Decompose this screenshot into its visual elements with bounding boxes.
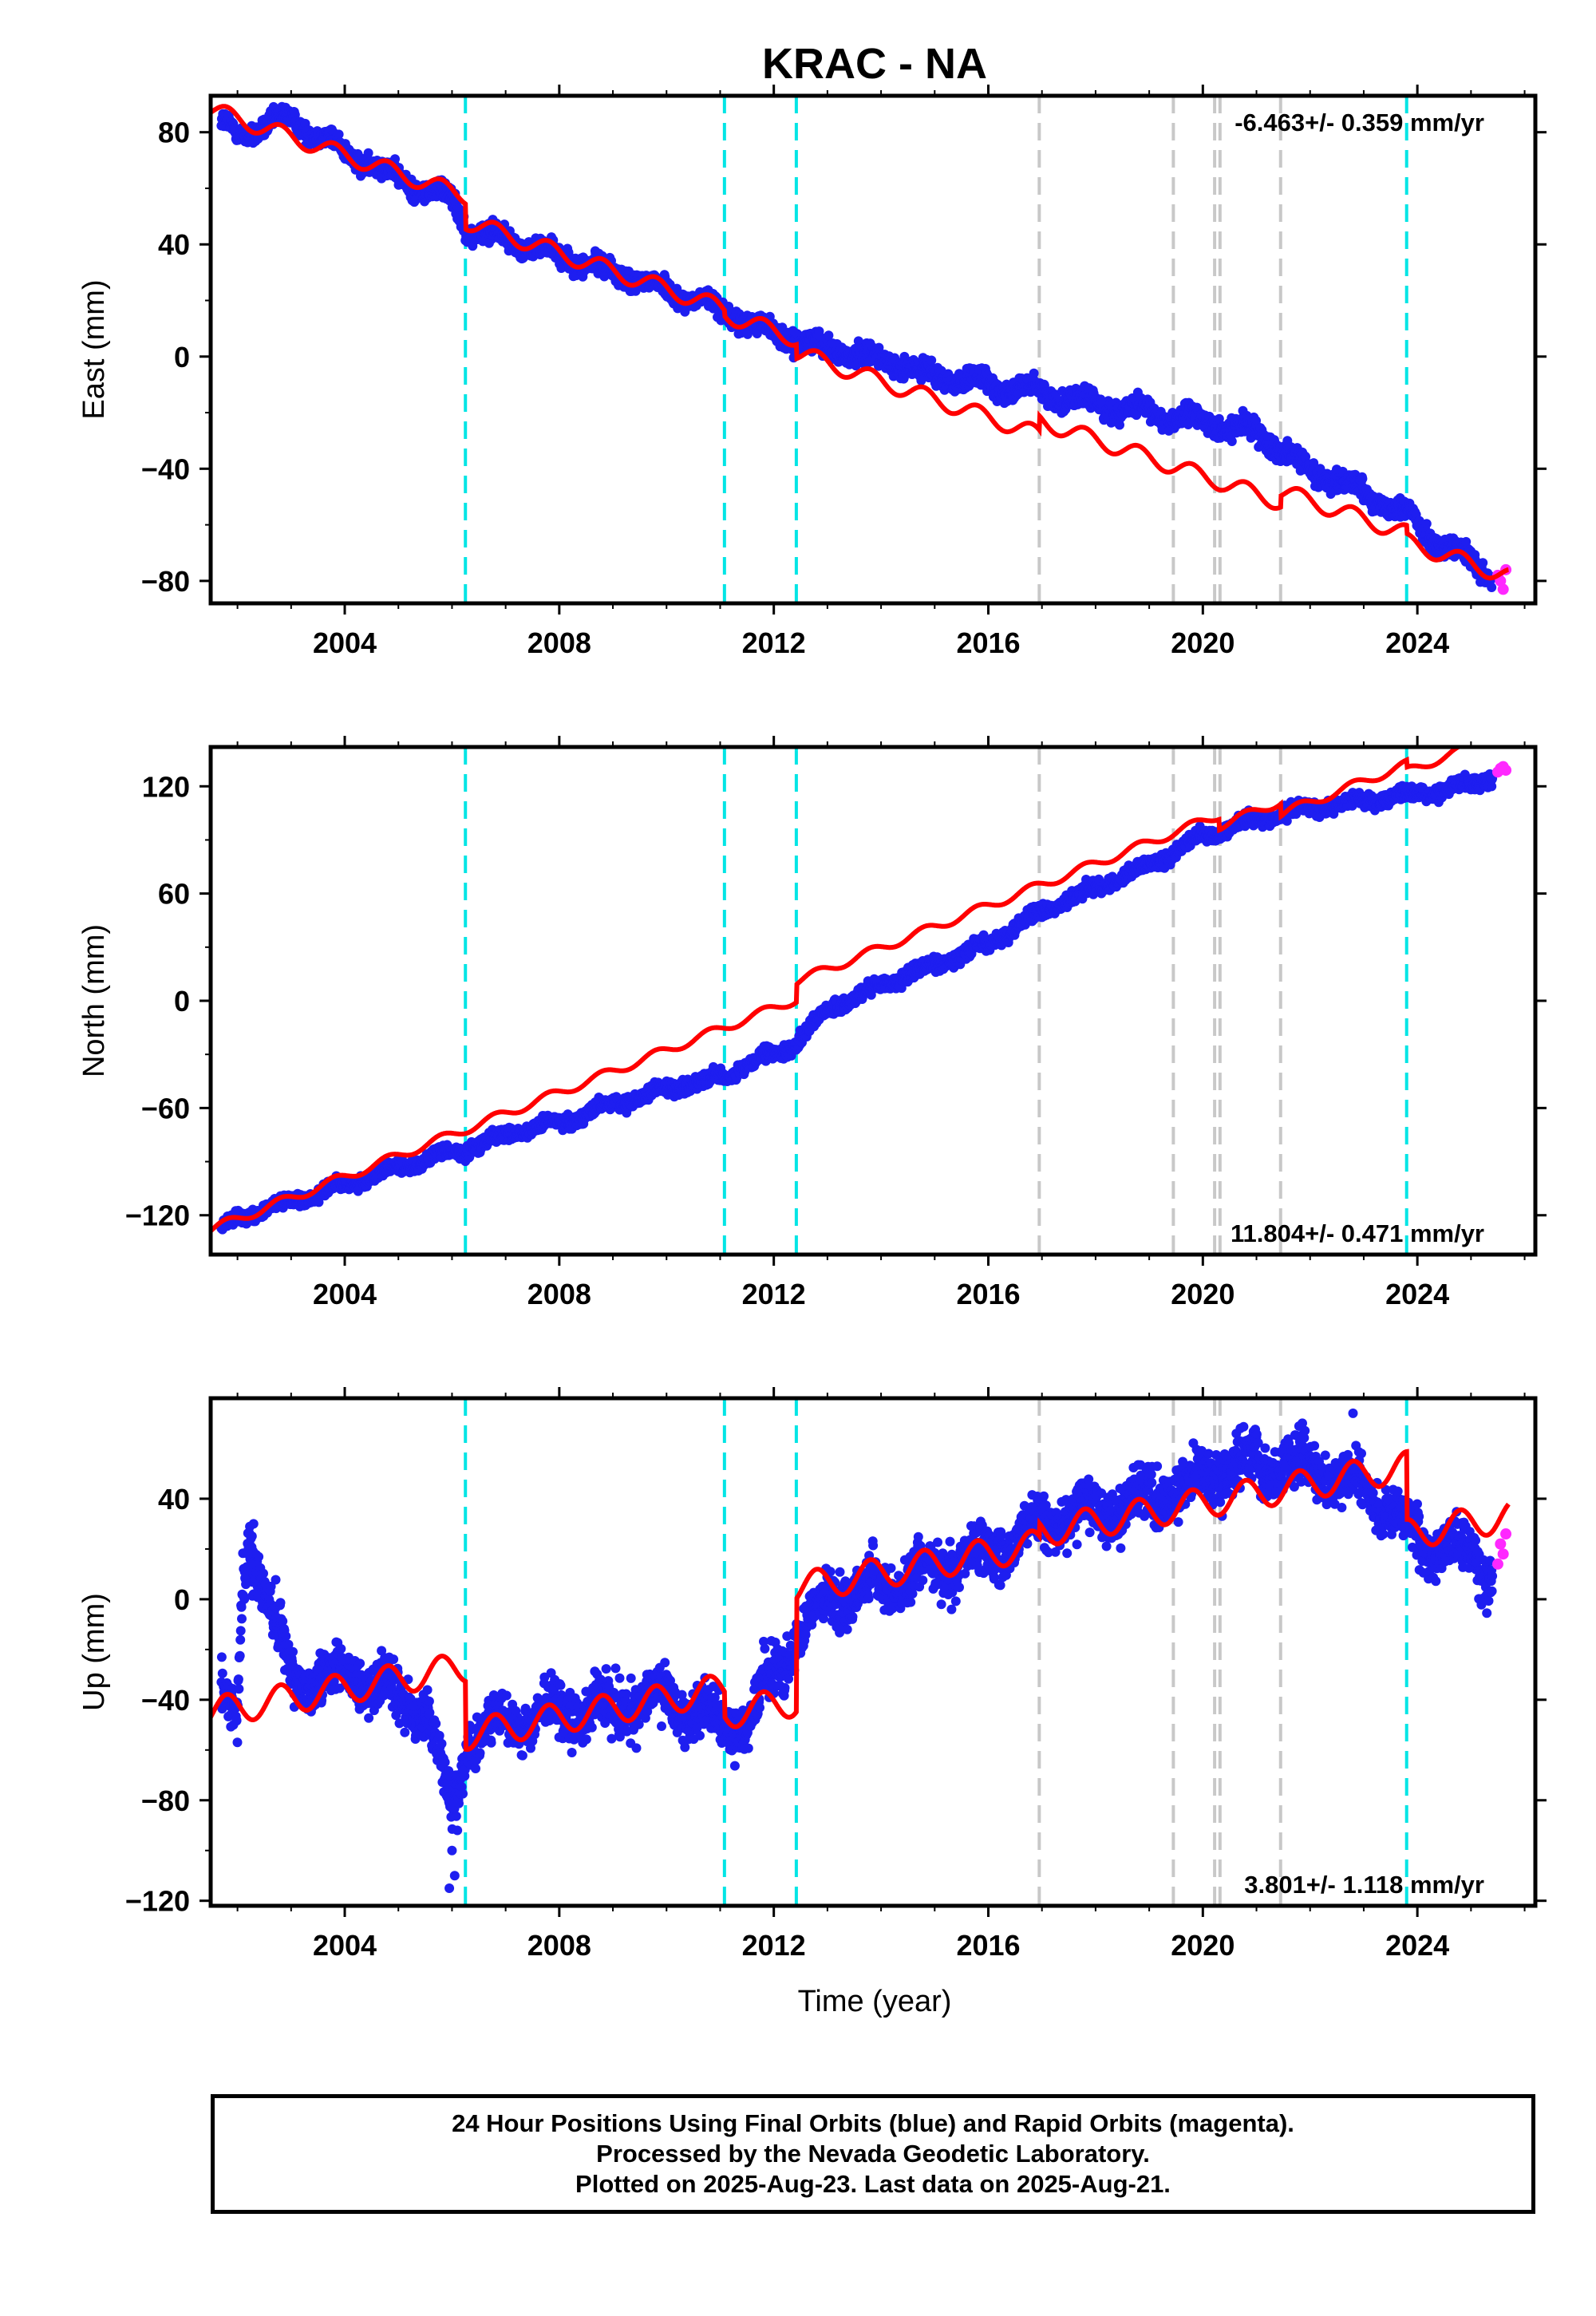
x-tick-label: 2004 <box>313 626 377 659</box>
panels-layer: −80 −40 0 40 80 2004 2008 2012 2016 2020 2024 East … <box>77 85 1547 1962</box>
y-tick-label: 80 <box>158 117 190 149</box>
final-orbit-point <box>290 109 300 120</box>
y-tick-label: −80 <box>141 565 190 598</box>
x-tick-label: 2008 <box>527 626 591 659</box>
velocity-rate-label: -6.463+/- 0.359 mm/yr <box>1235 109 1484 136</box>
final-orbit-point <box>1309 458 1319 468</box>
x-tick-label: 2020 <box>1171 626 1235 659</box>
final-orbit-point <box>926 355 937 366</box>
y-tick-label: 0 <box>174 341 190 373</box>
data-points <box>216 101 1512 595</box>
data-points <box>216 761 1512 1235</box>
final-orbit-point <box>363 148 373 158</box>
final-orbit-point <box>916 375 926 385</box>
y-tick-label: −40 <box>141 453 190 485</box>
x-tick-label: 2024 <box>1385 626 1449 659</box>
final-orbit-point <box>1227 437 1237 446</box>
y-tick-label: 40 <box>158 228 190 261</box>
final-orbit-point <box>1029 368 1039 378</box>
chart-title: KRAC - NA <box>762 40 987 88</box>
final-orbit-point <box>334 129 344 140</box>
final-orbit-point <box>1357 473 1368 484</box>
panel-east: −80 −40 0 40 80 2004 2008 2012 2016 2020 2024 East … <box>77 85 1547 659</box>
y-axis-title: East (mm) <box>77 279 111 419</box>
final-orbit-point <box>454 204 464 214</box>
x-axis-title: Time (year) <box>798 1985 952 2018</box>
final-orbit-point <box>824 330 834 341</box>
final-orbit-point <box>1421 519 1432 529</box>
rapid-orbit-point <box>1497 583 1509 595</box>
final-orbit-point <box>1478 558 1488 568</box>
x-tick-label: 2016 <box>956 626 1020 659</box>
final-orbit-point <box>1115 420 1124 430</box>
model-fit-line <box>211 104 1509 581</box>
plot-frame <box>208 93 1538 606</box>
x-tick-label: 2012 <box>742 626 806 659</box>
final-orbit-point <box>1487 583 1497 592</box>
